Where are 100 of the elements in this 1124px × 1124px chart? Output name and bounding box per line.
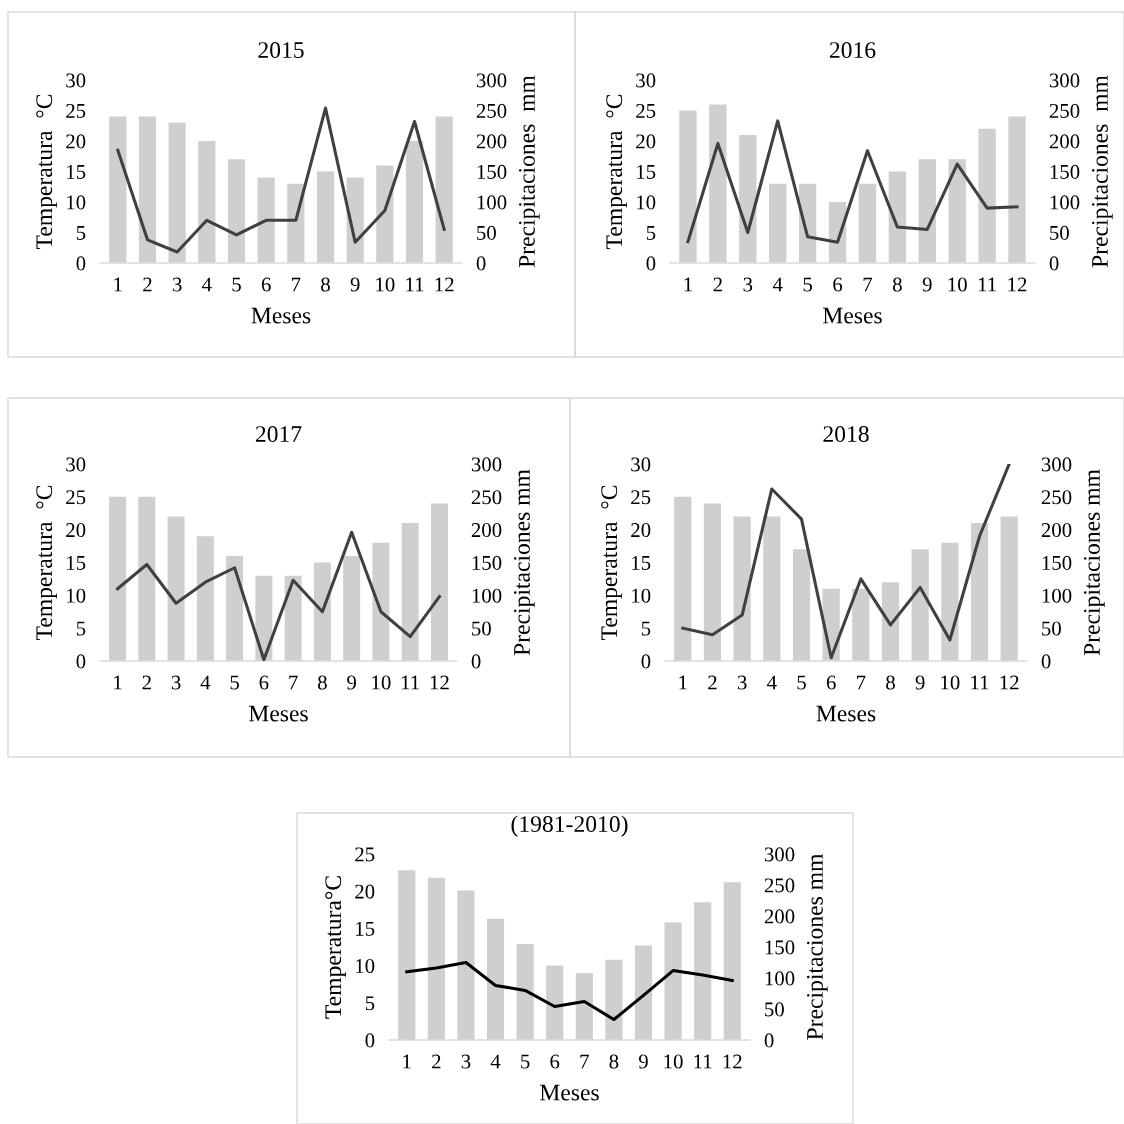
y2-tick-label: 50	[477, 225, 496, 240]
y-tick-label: 0	[641, 654, 651, 669]
x-tick-label: 12	[1000, 675, 1019, 690]
y-tick-label: 30	[66, 73, 86, 88]
x-axis-title: Meses	[540, 1084, 599, 1101]
y2-tick-label: 200	[764, 909, 795, 924]
x-tick-label: 1	[684, 277, 692, 292]
x-tick-label: 7	[289, 675, 298, 690]
chart-title: 2015	[258, 42, 304, 59]
x-tick-label: 5	[803, 277, 813, 292]
y-tick-label: 0	[365, 1033, 375, 1048]
x-tick-label: 12	[430, 675, 449, 690]
y-tick-label: 20	[355, 884, 375, 899]
y-axis-title: Temperatura °C	[601, 485, 622, 641]
x-tick-label: 7	[857, 675, 866, 690]
y-tick-label: 10	[67, 195, 86, 210]
x-tick-label: 9	[347, 675, 357, 690]
y-axis-title: Temperatura °C	[36, 485, 57, 641]
chart-title: 2016	[829, 42, 876, 59]
x-tick-label: 4	[767, 675, 777, 690]
y2-axis-title: Precipitaciones mm	[514, 469, 535, 656]
y-tick-label: 30	[66, 457, 86, 472]
y2-tick-label: 250	[1049, 103, 1080, 118]
x-tick-label: 9	[350, 277, 360, 292]
y-tick-label: 15	[356, 921, 375, 936]
y2-tick-label: 100	[1050, 195, 1080, 210]
x-tick-label: 5	[232, 277, 241, 292]
y-tick-label: 25	[355, 847, 375, 862]
x-tick-label: 1	[114, 675, 122, 690]
x-tick-label: 2	[713, 277, 722, 292]
x-tick-label: 12	[723, 1054, 742, 1069]
x-tick-label: 8	[317, 675, 327, 690]
y2-tick-label: 200	[471, 523, 502, 538]
y-tick-label: 25	[631, 490, 651, 505]
y2-tick-label: 250	[1041, 490, 1072, 505]
x-tick-label: 7	[863, 277, 873, 292]
y2-tick-label: 0	[764, 1033, 774, 1048]
x-tick-label: 10	[941, 675, 960, 690]
y-tick-label: 30	[636, 73, 656, 88]
y2-tick-label: 100	[1042, 588, 1072, 603]
y2-tick-label: 250	[471, 490, 502, 505]
y2-tick-label: 300	[1049, 73, 1080, 88]
x-tick-label: 12	[1008, 277, 1027, 292]
x-tick-label: 3	[171, 675, 181, 690]
x-tick-label: 12	[435, 277, 454, 292]
x-tick-label: 9	[915, 675, 925, 690]
y-tick-label: 10	[67, 588, 86, 603]
x-tick-label: 4	[202, 277, 212, 292]
x-tick-label: 6	[550, 1054, 560, 1069]
y-tick-label: 10	[632, 588, 651, 603]
x-tick-label: 10	[664, 1054, 683, 1069]
y-tick-label: 5	[76, 621, 86, 636]
x-axis-title: Meses	[816, 705, 876, 722]
y2-tick-label: 250	[476, 103, 507, 118]
y2-tick-label: 100	[472, 588, 502, 603]
y-tick-label: 15	[67, 555, 86, 570]
y2-axis-title: Precipitaciones mm	[519, 75, 540, 268]
x-tick-label: 2	[142, 675, 151, 690]
x-tick-label: 11	[978, 277, 996, 292]
y-tick-label: 25	[66, 490, 86, 505]
x-tick-label: 3	[737, 675, 747, 690]
x-tick-label: 5	[521, 1054, 530, 1069]
y-tick-label: 15	[67, 164, 86, 179]
y-tick-label: 5	[365, 996, 375, 1011]
x-tick-label: 4	[772, 277, 783, 292]
y-tick-label: 15	[637, 164, 656, 179]
y-tick-label: 25	[66, 103, 86, 118]
x-tick-label: 6	[259, 675, 269, 690]
y-tick-label: 5	[646, 226, 656, 240]
y-tick-label: 10	[637, 195, 656, 210]
y-tick-label: 20	[631, 523, 651, 538]
x-tick-label: 1	[403, 1054, 411, 1069]
x-tick-label: 11	[694, 1054, 712, 1069]
x-tick-label: 2	[708, 675, 717, 690]
x-tick-label: 1	[114, 277, 122, 292]
y2-axis-title: Precipitaciones mm	[807, 853, 828, 1040]
x-tick-label: 6	[833, 277, 843, 292]
x-tick-label: 9	[922, 277, 932, 292]
x-tick-label: 3	[743, 277, 753, 292]
line-series	[405, 960, 734, 1022]
y2-tick-label: 0	[476, 256, 486, 271]
chart-title: (1981-2010)	[511, 815, 628, 837]
x-tick-label: 10	[948, 277, 967, 292]
y2-tick-label: 300	[764, 847, 795, 862]
y-tick-label: 0	[646, 256, 656, 271]
y-tick-label: 20	[66, 134, 86, 149]
y2-tick-label: 300	[476, 73, 507, 88]
line-series	[681, 464, 1011, 660]
y2-tick-label: 200	[1041, 523, 1072, 538]
x-tick-label: 11	[971, 675, 989, 690]
x-tick-label: 6	[261, 277, 271, 292]
x-tick-label: 2	[143, 277, 152, 292]
x-tick-label: 8	[321, 277, 330, 292]
y-tick-label: 15	[632, 555, 651, 570]
y-axis-title: Temperatura °C	[36, 94, 57, 250]
y-tick-label: 20	[66, 523, 86, 538]
y2-tick-label: 150	[1050, 164, 1080, 179]
x-tick-label: 1	[679, 675, 687, 690]
y2-tick-label: 200	[1049, 134, 1080, 149]
y2-tick-label: 100	[477, 195, 507, 210]
